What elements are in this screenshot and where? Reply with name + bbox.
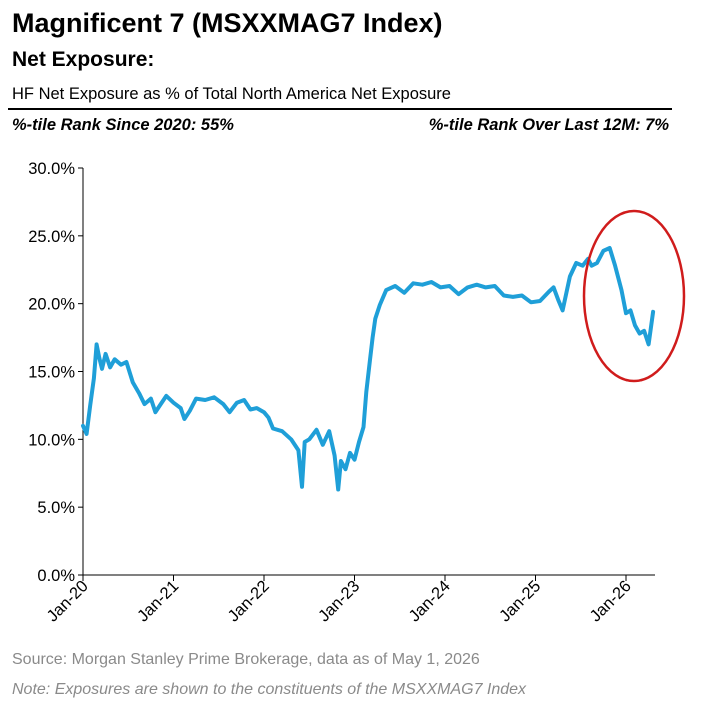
y-tick-label: 20.0% (28, 296, 75, 314)
y-tick-label: 5.0% (37, 499, 75, 517)
y-tick-label: 10.0% (28, 431, 75, 449)
x-tick-label: Jan-22 (224, 577, 272, 625)
x-tick-label: Jan-21 (134, 577, 182, 625)
rank-since-2020: %-tile Rank Since 2020: 55% (12, 116, 234, 134)
x-tick-label: Jan-25 (496, 577, 544, 625)
chart-title: Magnificent 7 (MSXXMAG7 Index) (12, 8, 443, 38)
annotation-group (582, 209, 686, 383)
rank-last-12m: %-tile Rank Over Last 12M: 7% (428, 116, 669, 134)
chart-subtitle: Net Exposure: (12, 48, 155, 71)
header-divider (8, 108, 672, 110)
y-axis-ticks: 0.0% 5.0% 10.0% 15.0% 20.0% 25.0% 30.0% (28, 160, 83, 585)
series-line-net-exposure (81, 246, 656, 492)
x-tick-label: Jan-24 (405, 577, 453, 625)
series-group (81, 246, 656, 492)
y-tick-label: 0.0% (37, 567, 75, 585)
highlight-circle (582, 209, 686, 383)
y-tick-label: 15.0% (28, 364, 75, 382)
chart-description: HF Net Exposure as % of Total North Amer… (12, 85, 451, 103)
footnote: Note: Exposures are shown to the constit… (12, 681, 527, 698)
y-tick-label: 30.0% (28, 160, 75, 178)
source-note: Source: Morgan Stanley Prime Brokerage, … (12, 651, 480, 668)
x-tick-label: Jan-26 (586, 577, 634, 625)
x-axis-ticks: Jan-20 Jan-21 Jan-22 Jan-23 Jan-24 Jan-25 Jan-… (43, 575, 635, 626)
x-tick-label: Jan-23 (315, 577, 363, 625)
y-tick-label: 25.0% (28, 228, 75, 246)
